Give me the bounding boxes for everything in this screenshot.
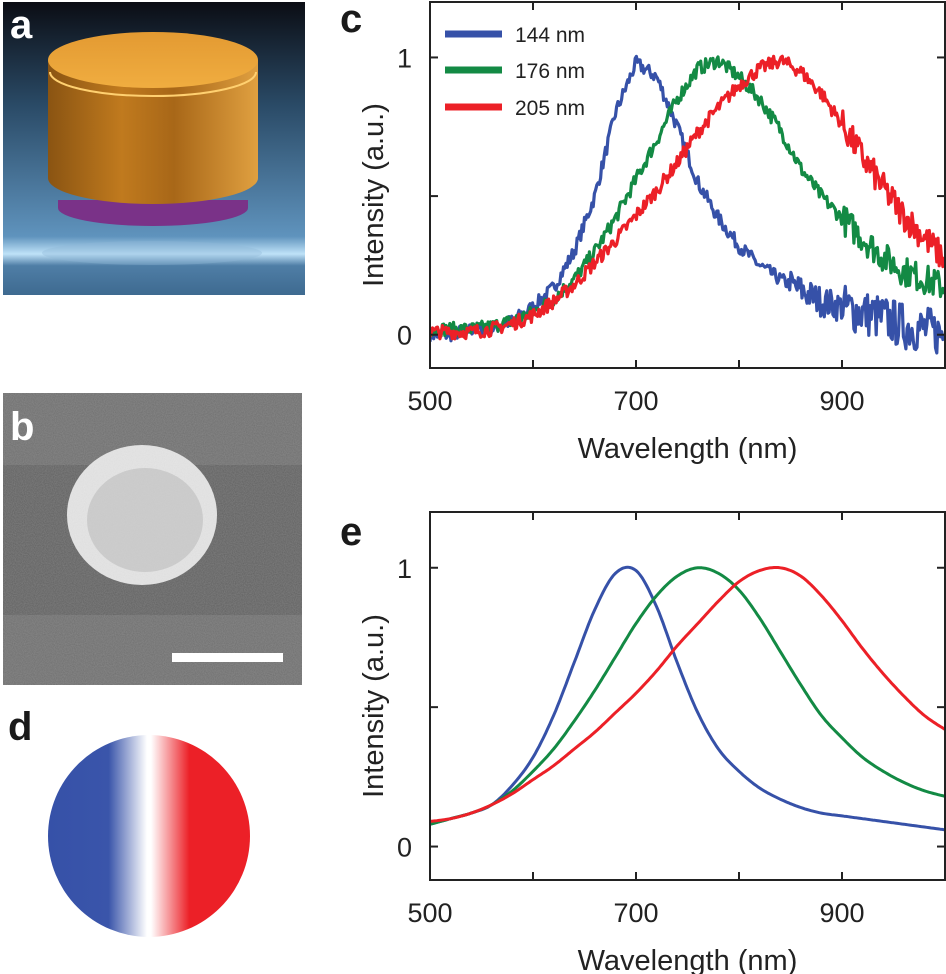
series-group [430, 565, 945, 832]
x-tick-label: 700 [613, 898, 658, 928]
series-line-0 [430, 565, 945, 832]
dipole-disk [48, 735, 250, 937]
legend-label: 144 nm [515, 24, 585, 47]
legend-label: 176 nm [515, 60, 585, 83]
panel-letter-d: d [8, 705, 32, 749]
disk-base-layer [58, 200, 248, 226]
series-line-0 [430, 54, 945, 355]
series-group [430, 54, 945, 355]
series-line-1 [430, 55, 945, 338]
legend: 144 nm 176 nm 205 nm [445, 24, 585, 120]
x-axis-title: Wavelength (nm) [578, 945, 798, 974]
panel-letter-b: b [10, 405, 34, 449]
y-axis-title: Intensity (a.u.) [358, 103, 390, 287]
chart-c: c 500 700 900 0 1 Wavelength (nm) Intensity (a… [340, 0, 946, 465]
series-line-1 [430, 566, 945, 826]
panel-letter-c: c [340, 0, 362, 41]
x-tick-label: 900 [819, 386, 864, 416]
y-tick-label: 0 [397, 321, 412, 351]
panel-a-disk-render: a [3, 2, 305, 295]
series-line-2 [430, 566, 945, 823]
disk-gold-top [48, 32, 258, 88]
x-tick-label: 500 [407, 898, 452, 928]
panel-b-sem-image: b [3, 393, 302, 685]
plot-frame [429, 511, 946, 881]
x-axis-title: Wavelength (nm) [578, 433, 798, 465]
panel-d-charge-map: d [8, 705, 250, 937]
disk-gold-side [48, 60, 258, 204]
panel-letter-a: a [10, 3, 33, 47]
series-line-2 [430, 54, 945, 341]
x-tick-label: 900 [819, 898, 864, 928]
chart-e: e 500 700 900 0 1 Wavelength (nm) Intensity (a… [340, 510, 946, 974]
y-axis-title: Intensity (a.u.) [358, 614, 390, 798]
y-tick-label: 1 [397, 554, 412, 584]
x-tick-label: 500 [407, 386, 452, 416]
panel-letter-e: e [340, 510, 362, 554]
legend-label: 205 nm [515, 97, 585, 120]
plot-frame [429, 1, 946, 369]
y-tick-label: 0 [397, 833, 412, 863]
x-tick-label: 700 [613, 386, 658, 416]
y-tick-label: 1 [397, 43, 412, 73]
scale-bar [172, 653, 283, 662]
